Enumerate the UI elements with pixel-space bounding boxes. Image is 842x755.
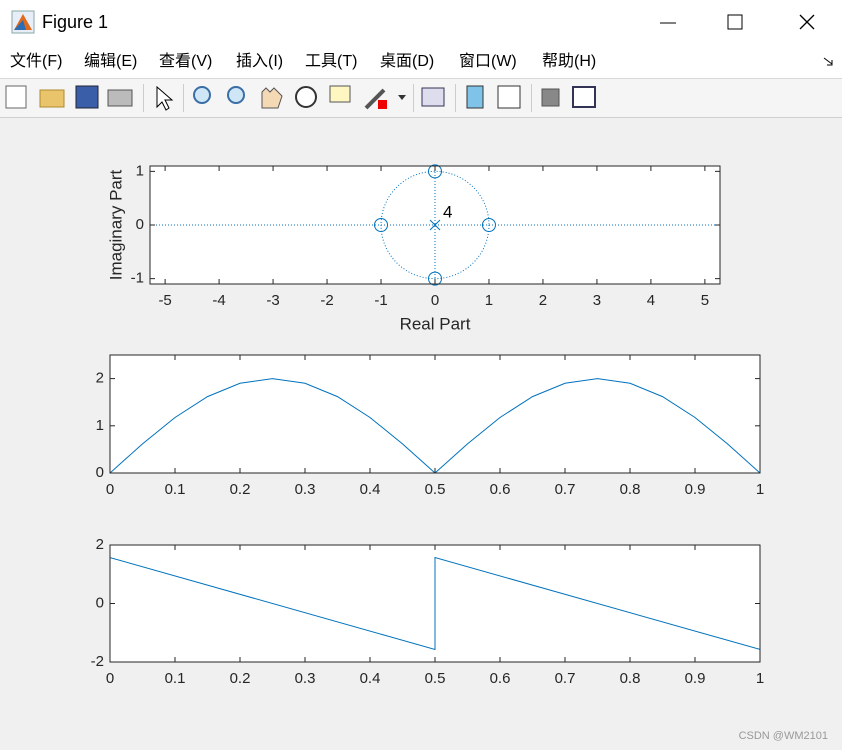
rotate-icon[interactable] [295,86,317,108]
menu-item[interactable]: 窗口(W) [459,52,517,70]
x-tick-label: 0.2 [230,670,251,687]
line-series [110,378,760,473]
x-tick-label: -4 [212,292,225,309]
axes: 0 0.1 0.2 0.3 0.4 0.5 0.6 0.7 0.8 0.9 1 0 1 2 [96,354,764,498]
plot-layer [110,378,760,473]
x-tick-label: 0 [431,292,439,309]
unit-circle [380,170,490,280]
x-tick-label: -5 [158,292,171,309]
x-tick-label: 0.7 [555,670,576,687]
window-title: Figure 1 [42,12,108,32]
new-icon[interactable] [5,85,27,109]
x-tick-label: 0.8 [620,481,641,498]
toolbar-icons [5,84,596,112]
legend-icon[interactable] [497,85,521,109]
dock-arrow[interactable] [823,57,833,66]
y-tick-label: -2 [91,653,104,670]
pan-icon[interactable] [261,87,283,109]
app-icon [11,10,35,34]
y-tick-label: 2 [96,536,104,553]
x-tick-label: 0.5 [425,481,446,498]
x-tick-label: 0.8 [620,670,641,687]
menu-item[interactable]: 工具(T) [305,53,357,70]
menu-item[interactable]: 编辑(E) [84,52,137,70]
hide-tools-icon[interactable] [541,88,560,107]
axes: -5 -4 -3 -2 -1 0 1 2 3 4 5 -1 0 1 Real Part Imaginary P… [106,162,721,333]
axes-box [109,354,761,474]
pointer-icon[interactable] [156,85,174,111]
x-tick-label: 1 [756,670,764,687]
y-tick-label: -1 [131,270,144,287]
axes-box [149,165,721,285]
watermark: CSDN @WM2101 [739,730,828,742]
x-tick-label: 0.4 [360,670,381,687]
title-bar [0,0,842,45]
x-tick-label: 5 [701,292,709,309]
x-tick-label: 0.2 [230,481,251,498]
x-tick-label: 2 [539,292,547,309]
x-tick-label: 3 [593,292,601,309]
menu-bar [0,45,842,78]
pole-marker [429,219,441,231]
zero-marker [428,164,442,179]
menu-item[interactable]: 插入(I) [236,52,283,70]
x-tick-label: 1 [756,481,764,498]
x-axis-label: Real Part [400,314,471,333]
x-tick-label: 0.5 [425,670,446,687]
print-icon[interactable] [107,89,133,107]
plot-area [110,355,760,473]
y-axis-label: Imaginary Part [106,169,125,280]
show-tools-icon[interactable] [572,86,596,108]
x-tick-label: -1 [374,292,387,309]
axes-box [109,544,761,663]
x-tick-label: -2 [320,292,333,309]
y-tick-label: 1 [136,162,144,179]
close-button[interactable] [799,14,815,30]
zero-marker [481,218,496,232]
y-tick-label: 0 [136,216,144,233]
maximize-button[interactable] [727,14,743,30]
menu-item[interactable]: 帮助(H) [542,52,596,70]
axes: 0 0.1 0.2 0.3 0.4 0.5 0.6 0.7 0.8 0.9 1-202 [91,536,765,687]
plot-layer [110,556,760,651]
menu-item[interactable]: 文件(F) [10,52,62,70]
toolbar [0,78,842,117]
zero-marker [374,218,389,232]
brush-icon[interactable] [364,88,386,110]
zoom-in-icon[interactable] [193,86,211,104]
link-icon[interactable] [421,87,445,107]
x-tick-label: 0.4 [360,481,381,498]
menu-item[interactable]: 桌面(D) [380,52,434,70]
y-tick-label: 0 [96,464,104,481]
y-tick-label: 1 [96,417,104,434]
x-tick-label: 0.9 [685,670,706,687]
x-tick-label: 0.1 [165,481,186,498]
open-icon[interactable] [39,89,65,108]
pole-multiplicity: 4 [443,202,452,221]
line-series [110,556,760,651]
x-tick-label: 0.7 [555,481,576,498]
zoom-out-icon[interactable] [227,86,245,104]
x-tick-label: 0.1 [165,670,186,687]
x-tick-label: 0.9 [685,481,706,498]
x-tick-label: 0 [106,481,114,498]
x-tick-label: 0.3 [295,481,316,498]
colorbar-icon[interactable] [466,85,484,109]
x-tick-label: -3 [266,292,279,309]
datatip-icon[interactable] [329,85,351,103]
x-tick-label: 0.6 [490,481,511,498]
zero-marker [428,271,442,286]
x-tick-label: 0.3 [295,670,316,687]
x-tick-label: 1 [485,292,493,309]
x-tick-label: 4 [647,292,655,309]
x-tick-label: 0.6 [490,670,511,687]
y-tick-label: 0 [96,594,104,611]
x-tick-label: 0 [106,670,114,687]
menu-item[interactable]: 查看(V) [159,52,212,70]
save-icon[interactable] [75,85,99,109]
y-tick-label: 2 [96,370,104,387]
